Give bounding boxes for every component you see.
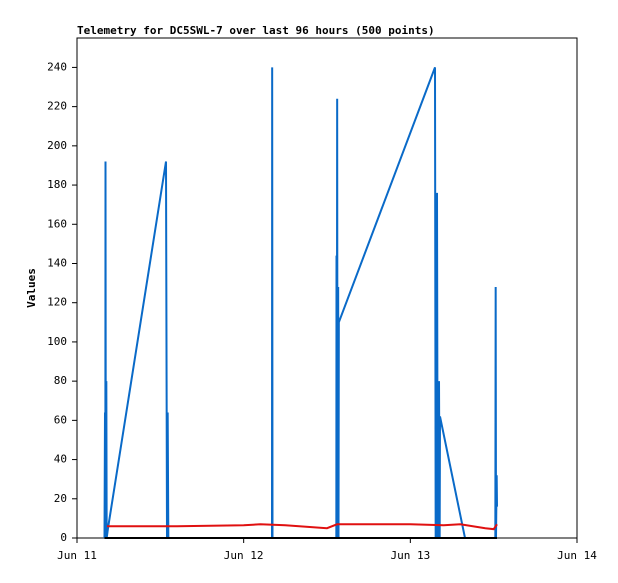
y-tick-label: 180 [47,178,67,191]
y-tick-label: 120 [47,296,67,309]
y-tick-label: 220 [47,100,67,113]
y-tick-label: 140 [47,256,67,269]
series-line [103,67,498,539]
y-tick-label: 200 [47,139,67,152]
x-tick-label: Jun 13 [390,549,430,562]
chart-title: Telemetry for DC5SWL-7 over last 96 hour… [77,24,435,37]
y-tick-label: 0 [60,531,67,544]
y-tick-label: 40 [54,453,67,466]
y-tick-label: 160 [47,217,67,230]
y-tick-label: 20 [54,492,67,505]
y-tick-label: 80 [54,374,67,387]
x-tick-label: Jun 12 [224,549,264,562]
y-tick-label: 100 [47,335,67,348]
x-tick-label: Jun 14 [557,549,597,562]
series-line [107,523,498,531]
y-tick-label: 60 [54,413,67,426]
y-tick-label: 240 [47,60,67,73]
y-axis-label: Values [25,268,38,308]
x-tick-label: Jun 11 [57,549,97,562]
